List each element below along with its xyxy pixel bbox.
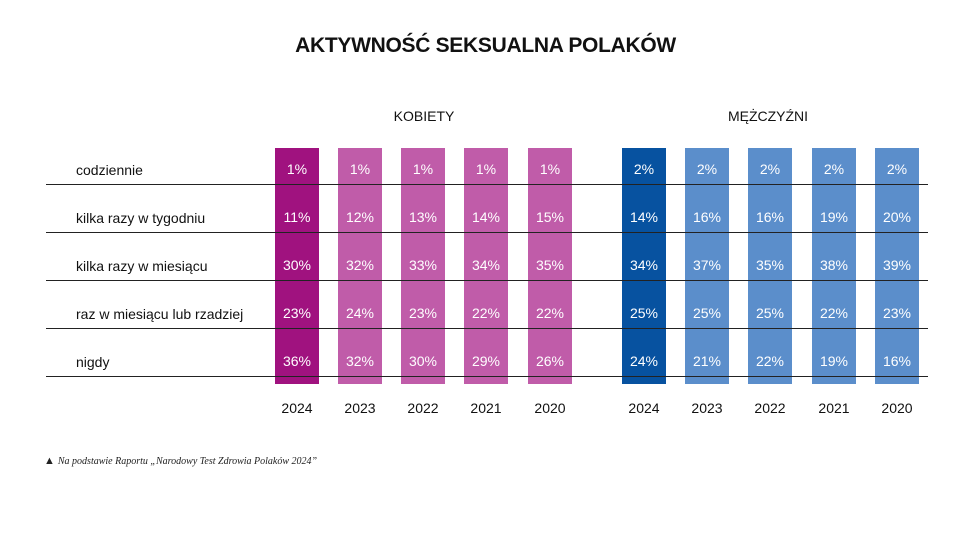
value-cell: 12% xyxy=(345,209,375,225)
value-cell: 14% xyxy=(629,209,659,225)
row-label: raz w miesiącu lub rzadziej xyxy=(76,306,244,322)
value-cell: 13% xyxy=(408,209,438,225)
value-cell: 23% xyxy=(282,305,312,321)
column-bar xyxy=(528,148,572,384)
year-label: 2022 xyxy=(407,400,439,416)
value-cell: 37% xyxy=(692,257,722,273)
value-cell: 26% xyxy=(535,353,565,369)
value-cell: 33% xyxy=(408,257,438,273)
value-cell: 25% xyxy=(755,305,785,321)
value-cell: 29% xyxy=(471,353,501,369)
value-cell: 14% xyxy=(471,209,501,225)
year-label: 2020 xyxy=(881,400,913,416)
value-cell: 21% xyxy=(692,353,722,369)
row-label: kilka razy w tygodniu xyxy=(76,210,206,226)
value-cell: 36% xyxy=(282,353,312,369)
column-bar xyxy=(748,148,792,384)
value-cell: 2% xyxy=(633,161,655,177)
year-label: 2023 xyxy=(691,400,723,416)
row-divider xyxy=(46,184,928,185)
value-cell: 2% xyxy=(696,161,718,177)
group-label: KOBIETY xyxy=(393,108,455,124)
value-cell: 16% xyxy=(692,209,722,225)
column-bar xyxy=(338,148,382,384)
value-cell: 32% xyxy=(345,257,375,273)
value-cell: 1% xyxy=(349,161,371,177)
value-cell: 30% xyxy=(282,257,312,273)
value-cell: 39% xyxy=(882,257,912,273)
value-cell: 2% xyxy=(886,161,908,177)
year-label: 2022 xyxy=(754,400,786,416)
row-divider xyxy=(46,328,928,329)
value-cell: 16% xyxy=(882,353,912,369)
value-cell: 16% xyxy=(755,209,785,225)
value-cell: 34% xyxy=(471,257,501,273)
value-cell: 35% xyxy=(535,257,565,273)
value-cell: 32% xyxy=(345,353,375,369)
column-bar xyxy=(464,148,508,384)
year-label: 2023 xyxy=(344,400,376,416)
value-cell: 24% xyxy=(629,353,659,369)
value-cell: 1% xyxy=(412,161,434,177)
column-bar xyxy=(622,148,666,384)
value-cell: 35% xyxy=(755,257,785,273)
value-cell: 25% xyxy=(629,305,659,321)
year-label: 2024 xyxy=(628,400,660,416)
column-bar xyxy=(275,148,319,384)
row-divider xyxy=(46,376,928,377)
value-cell: 23% xyxy=(408,305,438,321)
value-cell: 22% xyxy=(755,353,785,369)
column-bar xyxy=(685,148,729,384)
value-cell: 19% xyxy=(819,209,849,225)
value-cell: 1% xyxy=(539,161,561,177)
row-label: kilka razy w miesiącu xyxy=(76,258,208,274)
chart-title: AKTYWNOŚĆ SEKSUALNA POLAKÓW xyxy=(295,34,676,57)
column-bar xyxy=(812,148,856,384)
column-bar xyxy=(875,148,919,384)
value-cell: 38% xyxy=(819,257,849,273)
value-cell: 34% xyxy=(629,257,659,273)
group-label: MĘŻCZYŹNI xyxy=(727,108,809,124)
triangle-icon: ▲ xyxy=(44,455,55,467)
value-cell: 19% xyxy=(819,353,849,369)
row-label: codziennie xyxy=(76,162,143,178)
value-cell: 25% xyxy=(692,305,722,321)
value-cell: 2% xyxy=(759,161,781,177)
row-divider xyxy=(46,232,928,233)
value-cell: 2% xyxy=(823,161,845,177)
row-label: nigdy xyxy=(76,354,110,370)
year-label: 2024 xyxy=(281,400,313,416)
value-cell: 11% xyxy=(283,209,311,225)
year-label: 2021 xyxy=(470,400,502,416)
value-cell: 1% xyxy=(475,161,497,177)
value-cell: 20% xyxy=(882,209,912,225)
row-divider xyxy=(46,280,928,281)
footnote-text: Na podstawie Raportu „Narodowy Test Zdro… xyxy=(57,456,318,467)
value-cell: 23% xyxy=(882,305,912,321)
year-label: 2020 xyxy=(534,400,566,416)
value-cell: 24% xyxy=(345,305,375,321)
column-bar xyxy=(401,148,445,384)
value-cell: 22% xyxy=(471,305,501,321)
value-cell: 15% xyxy=(535,209,565,225)
value-cell: 22% xyxy=(819,305,849,321)
footnote: ▲ Na podstawie Raportu „Narodowy Test Zdr… xyxy=(44,455,317,467)
value-cell: 1% xyxy=(286,161,308,177)
value-cell: 22% xyxy=(535,305,565,321)
value-cell: 30% xyxy=(408,353,438,369)
year-label: 2021 xyxy=(818,400,850,416)
